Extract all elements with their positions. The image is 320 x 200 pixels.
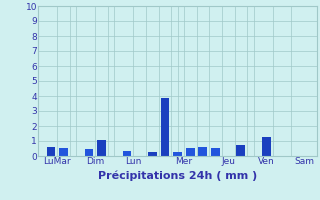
Bar — [236, 145, 245, 156]
Bar — [97, 140, 106, 156]
Bar — [47, 147, 55, 156]
Bar — [84, 149, 93, 156]
Bar — [186, 148, 195, 156]
Bar — [198, 147, 207, 156]
X-axis label: Précipitations 24h ( mm ): Précipitations 24h ( mm ) — [98, 171, 257, 181]
Bar — [211, 148, 220, 156]
Bar — [161, 98, 169, 156]
Bar — [173, 152, 182, 156]
Bar — [262, 137, 271, 156]
Bar — [59, 148, 68, 156]
Bar — [148, 152, 157, 156]
Bar — [123, 151, 132, 156]
